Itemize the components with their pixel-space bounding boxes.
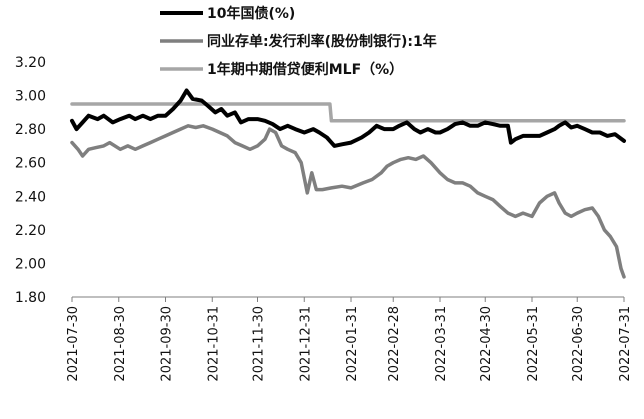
y-tick-label: 3.20 — [15, 55, 46, 71]
x-tick-label: 2021-07-30 — [66, 306, 81, 382]
legend-label: 同业存单:发行利率(股份制银行):1年 — [207, 33, 437, 50]
y-tick-label: 2.80 — [15, 122, 46, 138]
y-tick-label: 1.80 — [15, 290, 46, 306]
x-axis: 2021-07-30 2021-08-30 2021-09-30 2021-10-31… — [66, 296, 633, 382]
legend-label: 10年国债(%) — [207, 5, 295, 22]
series-line-0 — [70, 88, 626, 148]
series-line-1 — [70, 124, 626, 279]
y-tick-label: 3.00 — [15, 89, 46, 105]
legend: 10年国债(%) 同业存单:发行利率(股份制银行):1年 1年期中期借贷便利MLF（… — [160, 5, 437, 78]
x-tick-label: 2021-11-30 — [252, 306, 267, 382]
x-tick-label: 2022-06-30 — [571, 306, 586, 382]
x-tick-label: 2021-12-31 — [298, 306, 313, 382]
x-tick-label: 2022-02-28 — [387, 306, 402, 382]
x-tick-label: 2022-01-31 — [345, 306, 360, 382]
series-line-2 — [70, 102, 626, 123]
y-tick-label: 2.40 — [15, 189, 46, 205]
x-tick-label: 2022-04-30 — [479, 306, 494, 382]
x-tick-label: 2021-08-30 — [113, 306, 128, 382]
series-layer — [70, 88, 626, 279]
x-tick-label: 2022-05-31 — [526, 306, 541, 382]
y-tick-label: 2.60 — [15, 156, 46, 172]
x-tick-label: 2022-07-31 — [618, 306, 633, 382]
x-tick-label: 2022-03-31 — [434, 306, 449, 382]
x-tick-label: 2021-10-31 — [206, 306, 221, 382]
y-axis: 3.20 3.00 2.80 2.60 2.40 2.20 2.00 1.80 — [15, 55, 46, 306]
legend-label: 1年期中期借贷便利MLF（%） — [207, 61, 403, 78]
y-tick-label: 2.00 — [15, 256, 46, 272]
y-tick-label: 2.20 — [15, 223, 46, 239]
x-tick-label: 2021-09-30 — [160, 306, 175, 382]
